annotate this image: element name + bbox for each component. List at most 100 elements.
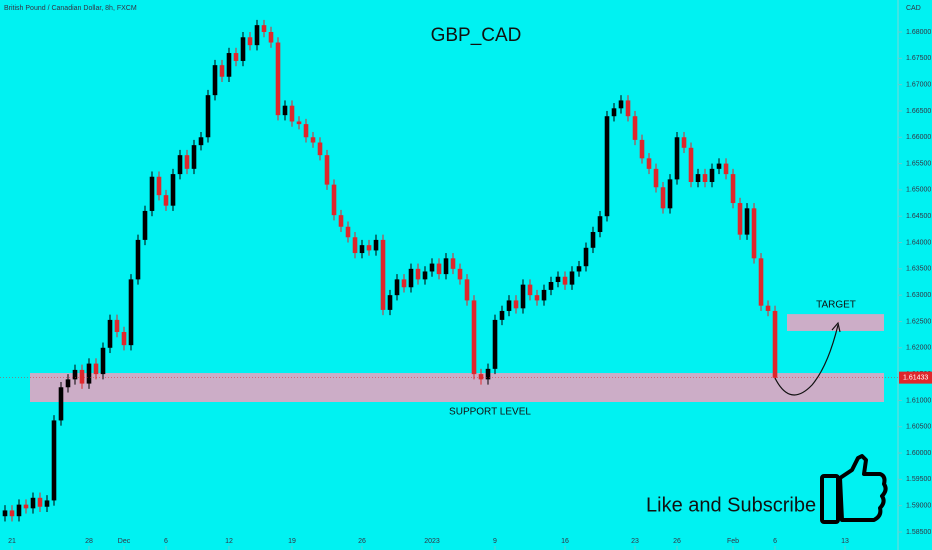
x-tick-label: 6	[164, 538, 168, 545]
candle-body	[583, 247, 589, 267]
x-tick-label: 19	[288, 538, 296, 545]
candle-body	[548, 282, 554, 290]
candle-body	[296, 121, 302, 125]
candle-body	[429, 263, 435, 272]
candle-body	[569, 271, 575, 285]
y-tick-label: 1.60000	[906, 450, 931, 457]
y-tick-label: 1.60500	[906, 424, 931, 431]
candle-body	[177, 155, 183, 175]
candle-body	[268, 32, 274, 43]
candle-body	[611, 108, 617, 117]
y-tick-label: 1.58500	[906, 529, 931, 536]
y-tick-label: 1.65500	[906, 160, 931, 167]
y-tick-label: 1.68000	[906, 29, 931, 36]
x-tick-label: 26	[673, 538, 681, 545]
x-tick-label: Feb	[727, 538, 739, 545]
candle-body	[401, 279, 407, 288]
y-tick-label: 1.61000	[906, 397, 931, 404]
candle-body	[345, 226, 351, 238]
x-tick-label: 28	[85, 538, 93, 545]
candle-body	[121, 332, 127, 346]
candle-body	[387, 295, 393, 310]
candle-body	[303, 124, 309, 138]
candle-body	[709, 168, 715, 182]
candle-body	[541, 289, 547, 301]
candle-body	[562, 276, 568, 285]
candle-body	[499, 310, 505, 320]
candle-body	[646, 158, 652, 169]
y-tick-label: 1.66000	[906, 134, 931, 141]
candle-body	[639, 139, 645, 159]
candle-body	[758, 258, 764, 306]
candle-body	[492, 319, 498, 369]
candle-body	[233, 53, 239, 61]
candle-body	[394, 279, 400, 296]
candle-body	[576, 266, 582, 272]
candle-body	[723, 163, 729, 175]
candle-body	[289, 105, 295, 122]
candle-body	[765, 305, 771, 311]
candle-body	[366, 245, 372, 251]
candle-body	[135, 239, 141, 280]
candle-body	[373, 239, 379, 251]
candle-body	[590, 232, 596, 248]
candle-body	[695, 174, 701, 182]
candle-body	[380, 239, 386, 310]
candle-body	[520, 284, 526, 309]
candle-body	[261, 25, 267, 32]
last-price-label: 1.61433	[903, 374, 928, 381]
candle-body	[149, 176, 155, 211]
candle-body	[79, 369, 85, 384]
candle-body	[44, 500, 50, 507]
candle-body	[275, 42, 281, 116]
candle-body	[191, 145, 197, 169]
candle-body	[184, 155, 190, 169]
candle-body	[506, 300, 512, 311]
candle-body	[114, 319, 120, 332]
candle-body	[485, 368, 491, 380]
candle-body	[359, 245, 365, 254]
y-tick-label: 1.65000	[906, 187, 931, 194]
candle-body	[422, 271, 428, 280]
candle-body	[51, 420, 57, 501]
candle-body	[464, 279, 470, 301]
candle-body	[100, 347, 106, 375]
candle-body	[744, 208, 750, 235]
x-tick-label: 16	[561, 538, 569, 545]
subscribe-text: Like and Subscribe	[646, 494, 816, 516]
y-tick-label: 1.66500	[906, 108, 931, 115]
candle-body	[408, 268, 414, 288]
candle-body	[142, 210, 148, 240]
candle-body	[324, 155, 330, 185]
thumbs-up-icon	[820, 454, 888, 524]
candle-body	[443, 258, 449, 275]
candle-body	[513, 300, 519, 309]
candle-body	[37, 497, 43, 507]
candle-body	[534, 295, 540, 301]
candle-body	[716, 163, 722, 169]
candle-body	[198, 137, 204, 146]
candle-body	[9, 510, 15, 517]
x-tick-label: 23	[631, 538, 639, 545]
arrow-head	[831, 321, 841, 333]
candle-body	[527, 284, 533, 296]
candle-body	[86, 363, 92, 384]
y-tick-label: 1.63000	[906, 292, 931, 299]
candle-body	[16, 504, 22, 517]
candle-body	[107, 319, 113, 348]
candle-body	[436, 263, 442, 275]
y-tick-label: 1.63500	[906, 266, 931, 273]
x-tick-label: 12	[225, 538, 233, 545]
candle-body	[128, 279, 134, 346]
y-tick-label: 1.67000	[906, 81, 931, 88]
x-tick-label: 13	[841, 538, 849, 545]
x-tick-label: 9	[493, 538, 497, 545]
x-tick-label: 26	[358, 538, 366, 545]
candle-body	[2, 510, 8, 517]
candle-body	[737, 203, 743, 235]
candle-body	[254, 25, 260, 46]
y-tick-label: 1.64000	[906, 239, 931, 246]
candle-body	[751, 208, 757, 259]
zone-label: TARGET	[816, 300, 856, 311]
